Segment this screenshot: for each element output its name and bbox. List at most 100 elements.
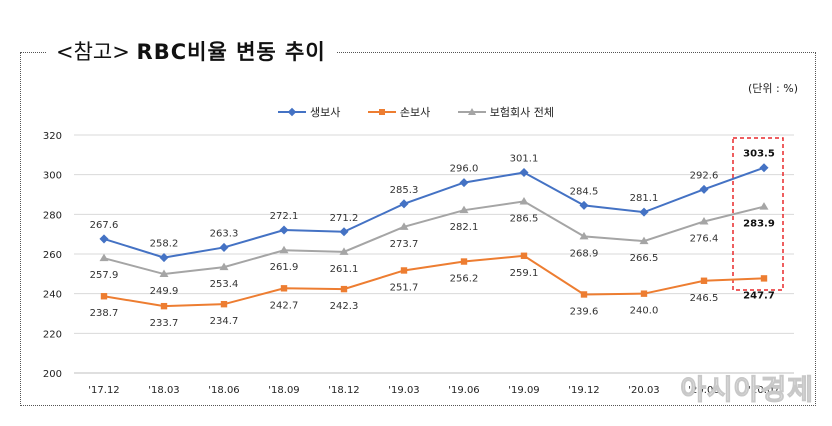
data-label: 276.4 [690,233,719,244]
x-tick-label: '18.09 [268,385,299,396]
data-point [640,290,648,297]
data-point [699,184,709,194]
data-label: 249.9 [150,286,179,297]
data-label: 256.2 [450,274,479,285]
data-label: 258.2 [150,239,179,250]
data-point [759,163,769,173]
legend-item-life: 생보사 [278,104,340,120]
data-point [219,262,229,271]
x-tick-label: '18.03 [148,385,179,396]
data-label: 303.5 [743,149,775,160]
legend-swatch-total [457,108,486,115]
data-point [99,234,109,244]
legend-label-nonlife: 손보사 [399,106,431,119]
unit-label: (단위 : %) [748,82,798,95]
data-label: 239.6 [570,306,599,317]
data-label: 266.5 [630,253,659,264]
data-point [99,253,109,262]
chart-title: <참고> RBC비율 변동 추이 [46,36,336,66]
x-tick-label: '19.12 [568,385,599,396]
data-point [519,167,529,178]
data-point [160,302,168,310]
data-point [339,247,349,255]
y-tick-label: 200 [43,369,62,380]
data-point [459,205,469,214]
data-point [340,285,348,293]
data-label: 246.5 [690,293,719,304]
data-label: 271.2 [330,213,359,224]
data-point [579,200,589,210]
data-point [519,196,529,205]
x-tick-label: '17.12 [88,385,119,396]
title-prefix: <참고> [56,40,130,64]
legend-label-total: 보험회사 전체 [489,106,554,119]
data-label: 247.7 [743,290,775,301]
data-point [159,253,169,263]
data-label: 267.6 [90,220,119,231]
data-label: 283.9 [743,219,775,230]
legend-item-nonlife: 손보사 [367,104,431,120]
data-point [460,258,468,265]
chart-frame [20,52,816,406]
y-tick-label: 260 [43,250,62,261]
series-line-life [103,166,765,259]
data-point [220,300,228,308]
data-label: 261.1 [330,264,359,275]
x-tick-label: '20.07 [748,385,779,396]
data-label: 301.1 [510,153,539,164]
data-label: 284.5 [570,186,599,197]
legend-swatch-nonlife [367,109,396,115]
data-label: 242.7 [270,300,299,311]
data-label: 251.7 [390,282,419,293]
legend-item-total: 보험회사 전체 [457,104,554,120]
legend: 생보사 손보사 보험회사 전체 [0,104,832,120]
x-tick-label: '18.06 [208,385,239,396]
data-point [100,293,108,300]
data-point [279,245,289,254]
data-point [280,285,288,292]
data-point [759,202,769,210]
highlight-box [732,137,784,291]
data-label: 263.3 [210,228,239,239]
title-main: RBC비율 변동 추이 [136,40,326,64]
data-label: 261.9 [270,262,299,273]
data-point [700,277,708,284]
data-point [580,291,588,298]
data-point [699,216,709,225]
data-label: 273.7 [390,239,419,250]
data-point [159,269,169,278]
data-point [639,207,649,217]
series-line-total [103,200,765,276]
x-tick-label: '18.12 [328,385,359,396]
data-label: 253.4 [210,279,239,290]
data-label: 234.7 [210,316,239,327]
series-line-nonlife [103,254,765,308]
data-label: 286.5 [510,213,539,224]
data-point [520,252,528,259]
legend-swatch-life [278,107,307,117]
y-tick-label: 220 [43,329,62,340]
data-label: 272.1 [270,211,299,222]
y-tick-label: 280 [43,210,62,221]
data-label: 242.3 [330,301,359,312]
y-tick-label: 240 [43,290,62,301]
data-point [279,225,289,235]
data-label: 257.9 [90,270,119,281]
x-tick-label: '19.06 [448,385,479,396]
data-label: 285.3 [390,185,419,196]
x-tick-label: '19.03 [388,385,419,396]
data-label: 240.0 [630,306,659,317]
legend-label-life: 생보사 [310,106,341,119]
data-label: 238.7 [90,308,119,319]
x-tick-label: '19.09 [508,385,539,396]
x-tick-label: '20.06 [688,385,719,396]
data-label: 233.7 [150,318,179,329]
data-point [760,275,768,282]
data-label: 259.1 [510,268,539,279]
data-label: 268.9 [570,248,599,259]
x-tick-label: '20.03 [628,385,659,396]
y-tick-label: 320 [43,131,62,142]
y-tick-label: 300 [43,171,62,182]
data-point [339,227,349,237]
